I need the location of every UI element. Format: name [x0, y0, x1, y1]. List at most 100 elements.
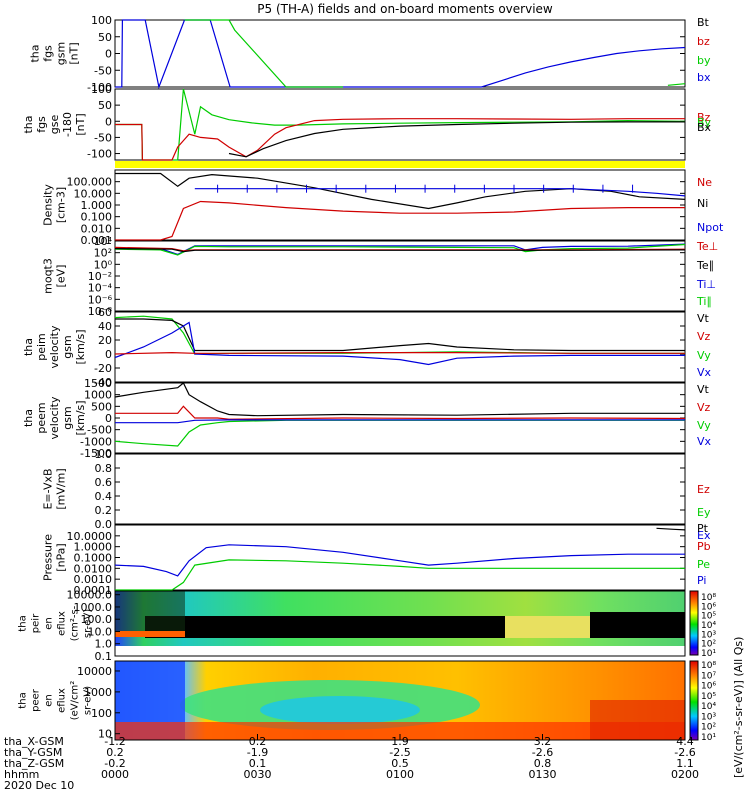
spectrogram-core — [260, 696, 420, 724]
legend-Vx: Vx — [697, 366, 712, 379]
y-axis-label: gse — [48, 115, 61, 135]
spectrogram-lowflux — [145, 616, 505, 638]
y-tick-label: 10.0 — [88, 625, 113, 638]
spectrogram-band — [590, 700, 685, 740]
colorbar-tick-label: 10⁸ — [701, 661, 716, 671]
y-axis-label: moqt3 — [42, 258, 55, 294]
y-tick-label: 10000.0 — [67, 589, 113, 602]
legend-Ne: Ne — [697, 176, 712, 189]
y-tick-label: -1000 — [80, 435, 112, 448]
panel-frame — [114, 240, 686, 312]
x-row-label: tha_X-GSM — [4, 735, 64, 748]
series-line — [114, 351, 685, 355]
y-tick-label: 0.010 — [81, 222, 113, 235]
spectrogram-band — [115, 631, 185, 637]
y-tick-label: 1.000 — [81, 199, 113, 212]
legend-Pi: Pi — [697, 574, 706, 587]
y-tick-label: -1500 — [80, 447, 112, 460]
series-line — [115, 19, 686, 90]
legend-Vt: Vt — [697, 312, 710, 325]
y-tick-label: 100.0 — [81, 613, 113, 626]
legend-Bx: Bx — [697, 121, 712, 134]
y-tick-label: 500 — [91, 400, 112, 413]
y-tick-label: -50 — [94, 131, 112, 144]
colorbar-label: [eV/(cm²-s-sr-eV)] (All Qs) — [732, 637, 745, 778]
y-axis-label: (cm²-s- — [70, 605, 81, 641]
y-tick-label: 10.000 — [74, 187, 113, 200]
y-tick-label: 10⁻⁴ — [88, 282, 113, 295]
legend-Bz: Bz — [697, 111, 711, 124]
legend-Vy: Vy — [697, 419, 711, 432]
legend-Vx: Vx — [697, 435, 712, 448]
y-tick-label: 10⁰ — [94, 258, 113, 271]
y-axis-label: en — [44, 617, 55, 630]
colorbar-tick-label: 10⁴ — [701, 702, 716, 712]
panel-frame — [114, 19, 686, 88]
y-tick-label: 0.4 — [95, 490, 113, 503]
y-axis-label: fgs — [35, 116, 48, 133]
y-axis-label: [nPa] — [55, 543, 68, 571]
y-axis-label: tha — [22, 409, 35, 427]
y-tick-label: 0.001 — [81, 234, 113, 247]
legend-Ez: Ez — [697, 483, 710, 496]
colorbar-tick-label: 10² — [701, 723, 716, 733]
legend-Pt: Pt — [697, 522, 709, 535]
legend-Vy: Vy — [697, 349, 711, 362]
y-axis-label: E=-VxB — [42, 468, 55, 509]
y-tick-label: 10⁻² — [88, 270, 112, 283]
y-tick-label: -100 — [87, 148, 112, 161]
y-axis-label: sr-eV) — [83, 609, 94, 638]
spectrogram-peer-en-eflux: 10000 1000 100 10 tha peer en eflux (eV/cm² sr-eV… — [18, 660, 686, 741]
x-tick-label: -1.9 — [247, 746, 268, 759]
x-tick-label: 0030 — [244, 768, 272, 781]
y-tick-label: 10⁻⁶ — [88, 293, 113, 306]
x-tick-label: 0.2 — [249, 735, 267, 748]
y-axis-label: tha — [29, 44, 42, 62]
y-axis-label: eflux — [57, 688, 68, 713]
y-tick-label: 100 — [91, 14, 112, 27]
y-tick-label: 0.0 — [95, 518, 113, 531]
legend-Bt: Bt — [697, 16, 710, 29]
spectrogram-band — [505, 616, 590, 638]
colorbar-tick-label: 10⁷ — [701, 671, 716, 681]
legend-Ey: Ey — [697, 506, 711, 519]
y-axis-label: Density — [42, 184, 55, 226]
y-axis-label: [eV] — [55, 265, 68, 288]
y-tick-label: 10⁴ — [94, 235, 113, 248]
y-axis-label: eflux — [57, 611, 68, 636]
x-tick-label: 0.1 — [249, 757, 267, 770]
y-tick-label: 0.6 — [95, 476, 113, 489]
panel-frame — [114, 453, 686, 525]
y-axis-label: [km/s] — [74, 400, 87, 435]
series-line — [115, 118, 685, 161]
npot-markers — [217, 184, 634, 193]
y-tick-label: 100.000 — [67, 176, 113, 189]
y-tick-label: -50 — [94, 64, 112, 77]
y-axis-label: [km/s] — [74, 329, 87, 364]
legend-by: by — [697, 54, 711, 67]
legend-Ti⊥: Ti⊥ — [696, 278, 716, 291]
x-tick-label: -2.5 — [389, 746, 410, 759]
spectrogram-lowflux — [590, 612, 685, 638]
legend-Ti∥: Ti∥ — [696, 295, 712, 308]
legend-Vt: Vt — [697, 383, 710, 396]
series-line — [115, 318, 685, 352]
y-tick-label: 50 — [98, 99, 112, 112]
legend-Te⊥: Te⊥ — [696, 240, 718, 253]
y-tick-label: 1.0 — [95, 638, 113, 651]
series-line — [114, 248, 686, 253]
y-axis-label: [cm-3] — [55, 187, 68, 223]
y-axis-label: sr-eV) — [83, 686, 94, 715]
y-axis-label: [nT] — [68, 42, 81, 64]
series-line — [194, 188, 686, 197]
y-axis-label: (eV/cm² — [70, 681, 81, 721]
y-tick-label: 0 — [105, 115, 112, 128]
x-tick-label: 0130 — [529, 768, 557, 781]
x-tick-label: -2.6 — [532, 746, 553, 759]
